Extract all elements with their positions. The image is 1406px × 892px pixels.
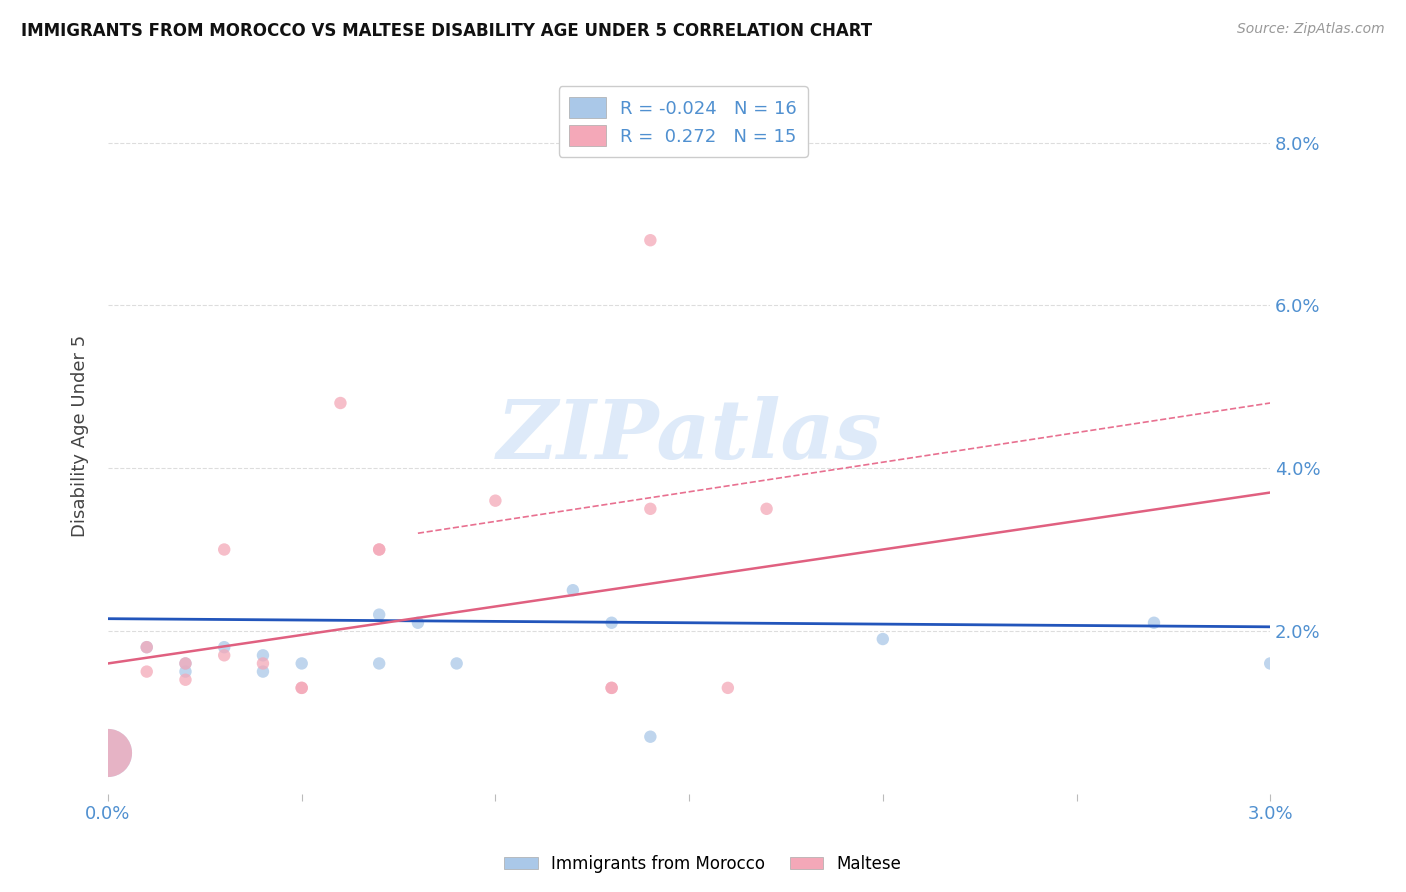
Point [174, 657, 197, 671]
Point [640, 730, 662, 744]
Point [212, 640, 235, 655]
Point [600, 681, 623, 695]
Point [174, 673, 197, 687]
Text: Source: ZipAtlas.com: Source: ZipAtlas.com [1237, 22, 1385, 37]
Point [97, 746, 120, 760]
Point [1143, 615, 1166, 630]
Point [252, 657, 274, 671]
Point [755, 501, 778, 516]
Point [717, 681, 740, 695]
Point [291, 681, 314, 695]
Point [368, 542, 391, 557]
Point [600, 681, 623, 695]
Point [135, 640, 157, 655]
Point [368, 657, 391, 671]
Point [291, 681, 314, 695]
Point [640, 233, 662, 247]
Legend: Immigrants from Morocco, Maltese: Immigrants from Morocco, Maltese [498, 848, 908, 880]
Text: ZIPatlas: ZIPatlas [496, 395, 882, 475]
Point [561, 583, 583, 598]
Point [406, 615, 429, 630]
Point [174, 657, 197, 671]
Legend: R = -0.024   N = 16, R =  0.272   N = 15: R = -0.024 N = 16, R = 0.272 N = 15 [558, 87, 807, 157]
Point [600, 615, 623, 630]
Y-axis label: Disability Age Under 5: Disability Age Under 5 [72, 334, 89, 537]
Point [252, 665, 274, 679]
Point [329, 396, 352, 410]
Point [1258, 657, 1281, 671]
Point [368, 607, 391, 622]
Point [212, 648, 235, 663]
Point [252, 648, 274, 663]
Point [291, 657, 314, 671]
Point [484, 493, 506, 508]
Point [135, 640, 157, 655]
Point [97, 746, 120, 760]
Point [446, 657, 468, 671]
Point [212, 542, 235, 557]
Point [135, 665, 157, 679]
Point [640, 501, 662, 516]
Point [368, 542, 391, 557]
Point [872, 632, 894, 646]
Text: IMMIGRANTS FROM MOROCCO VS MALTESE DISABILITY AGE UNDER 5 CORRELATION CHART: IMMIGRANTS FROM MOROCCO VS MALTESE DISAB… [21, 22, 872, 40]
Point [174, 665, 197, 679]
